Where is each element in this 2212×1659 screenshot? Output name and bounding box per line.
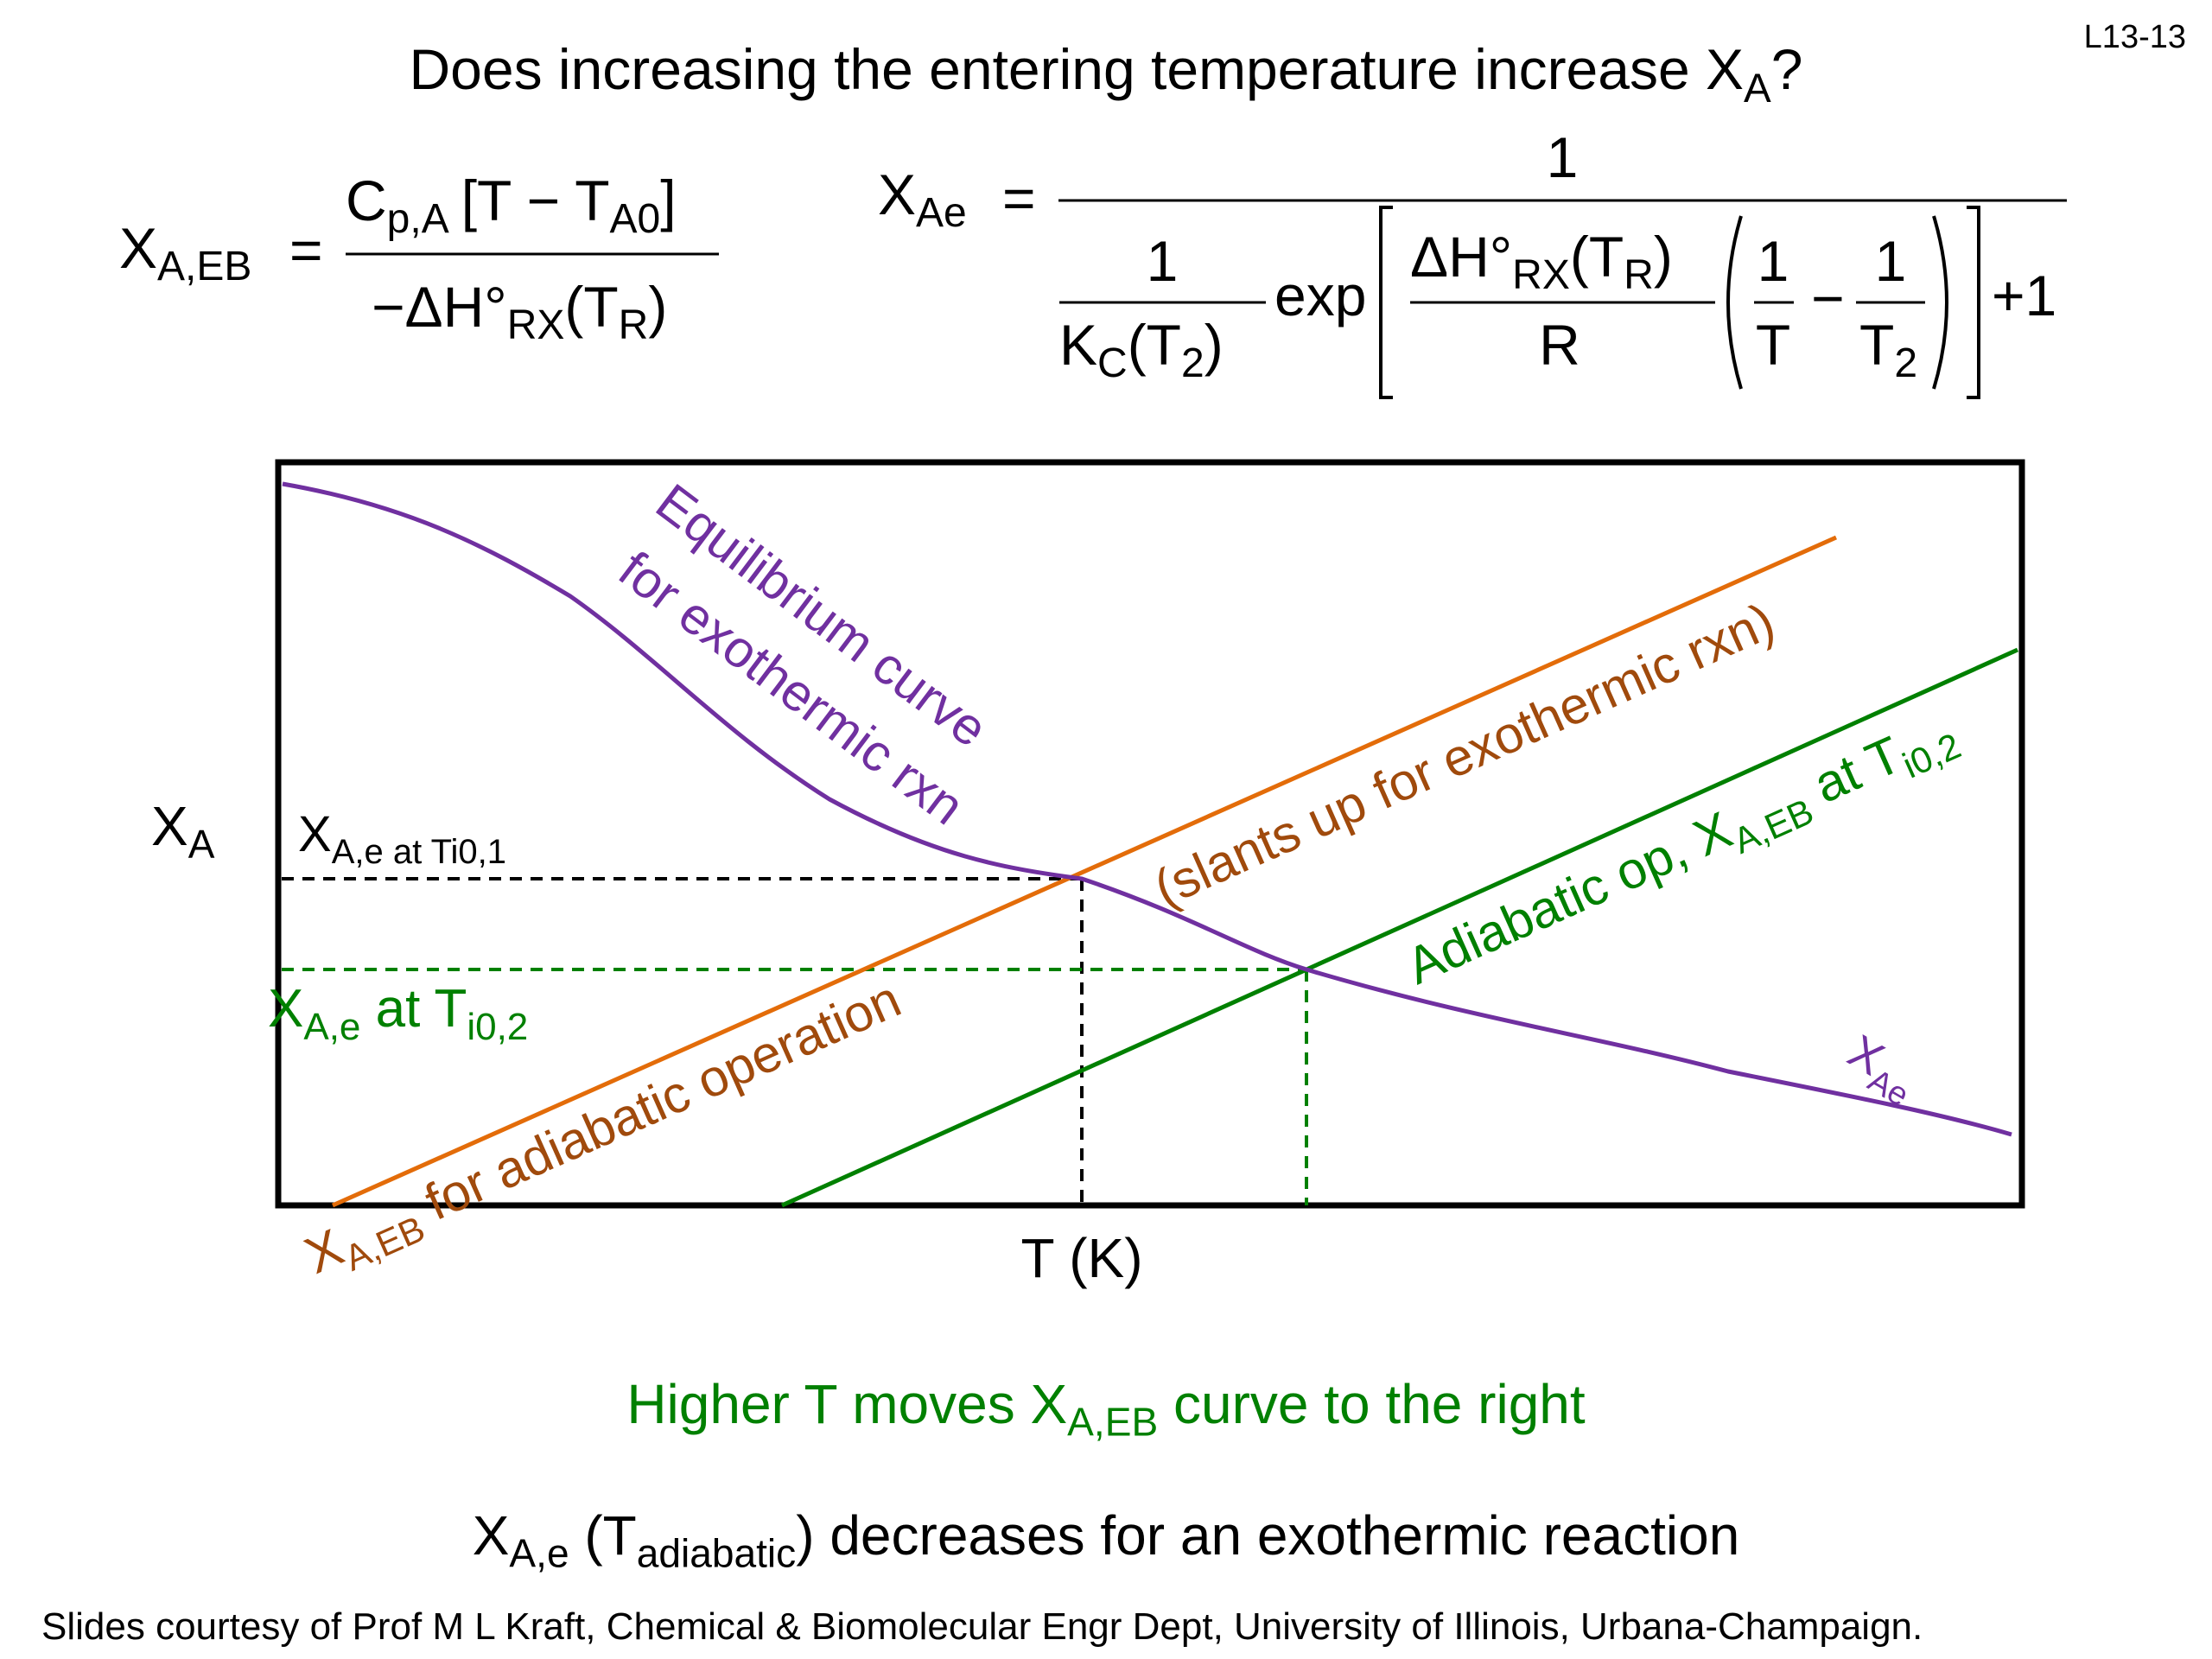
xae-frac2-denominator: T2 bbox=[1859, 313, 1917, 386]
xae-lhs: XAe bbox=[878, 162, 967, 236]
xae-minus: − bbox=[1811, 266, 1845, 330]
xae-frac1-denominator: T bbox=[1756, 313, 1790, 377]
title-tail: ? bbox=[1770, 37, 1803, 101]
slide-number: L13-13 bbox=[2083, 19, 2186, 55]
xae-equals: = bbox=[1002, 166, 1036, 230]
xae-at-ti01-label: XA,e at Ti0,1 bbox=[298, 806, 506, 871]
xae-curve-label: XAe bbox=[1835, 1025, 1928, 1114]
x-axis-label: T (K) bbox=[1020, 1227, 1142, 1289]
xae-left-paren bbox=[1726, 215, 1743, 390]
xaeb-denominator: −ΔH°RX(TR) bbox=[372, 275, 667, 348]
note-higher-sub: A,EB bbox=[1067, 1399, 1159, 1445]
title-text: Does increasing the entering temperature… bbox=[409, 37, 1745, 101]
note-xae-decreases: XA,e (Tadiabatic) decreases for an exoth… bbox=[0, 1503, 2212, 1573]
plot-frame bbox=[275, 459, 2025, 1209]
note-dec-text: X bbox=[472, 1504, 510, 1567]
orange-line-label-slants: (slants up for exothermic rxn) bbox=[1146, 592, 1783, 918]
note-dec-tail: ) decreases for an exothermic reaction bbox=[796, 1504, 1740, 1567]
y-axis-label: XA bbox=[151, 795, 215, 867]
xae-frac2-numerator: 1 bbox=[1875, 229, 1907, 293]
adiabatic-line-ti01 bbox=[331, 535, 1838, 1208]
xae-at-ti02-label: XA,e at Ti0,2 bbox=[268, 979, 528, 1048]
equilibrium-label-line2: for exothermic rxn bbox=[608, 540, 975, 836]
xae-exp: exp bbox=[1274, 264, 1366, 327]
note-dec-sub2: adiabatic bbox=[636, 1530, 797, 1576]
xaeb-lhs: XA,EB bbox=[119, 216, 251, 289]
note-higher-text: Higher T moves X bbox=[626, 1373, 1068, 1435]
title-subscript: A bbox=[1744, 66, 1771, 112]
slide-credit: Slides courtesy of Prof M L Kraft, Chemi… bbox=[41, 1605, 1923, 1648]
orange-line-label-adiabatic: XA,EB for adiabatic operation bbox=[296, 969, 912, 1293]
xae-r-denominator: R bbox=[1539, 313, 1580, 377]
xae-dh-numerator: ΔH°RX(TR) bbox=[1410, 225, 1673, 298]
note-dec-sub: A,e bbox=[509, 1530, 569, 1576]
xae-right-bracket bbox=[1967, 206, 1980, 399]
xae-kc-denominator: KC(T2) bbox=[1059, 313, 1224, 386]
xaeb-equals: = bbox=[289, 218, 323, 282]
xae-numerator: 1 bbox=[1547, 125, 1579, 189]
green-line-label: Adiabatic op, XA,EB at Ti0,2 bbox=[1398, 702, 1967, 1003]
slide-title: Does increasing the entering temperature… bbox=[0, 36, 2212, 109]
xae-kc-numerator: 1 bbox=[1147, 229, 1179, 293]
note-higher-t: Higher T moves XA,EB curve to the right bbox=[0, 1372, 2212, 1442]
xae-left-bracket bbox=[1379, 206, 1393, 399]
xae-plus-one: +1 bbox=[1992, 264, 2056, 327]
xae-frac1-numerator: 1 bbox=[1758, 229, 1789, 293]
equilibrium-curve bbox=[282, 481, 2012, 1137]
equilibrium-label-line1: Equilibrium curve bbox=[645, 473, 998, 758]
xaeb-numerator: Cp,A [T − TA0] bbox=[346, 168, 677, 242]
note-dec-mid: (T bbox=[569, 1504, 637, 1567]
note-higher-tail: curve to the right bbox=[1158, 1373, 1586, 1435]
adiabatic-line-ti02 bbox=[780, 647, 2019, 1208]
xae-right-paren bbox=[1932, 215, 1948, 390]
